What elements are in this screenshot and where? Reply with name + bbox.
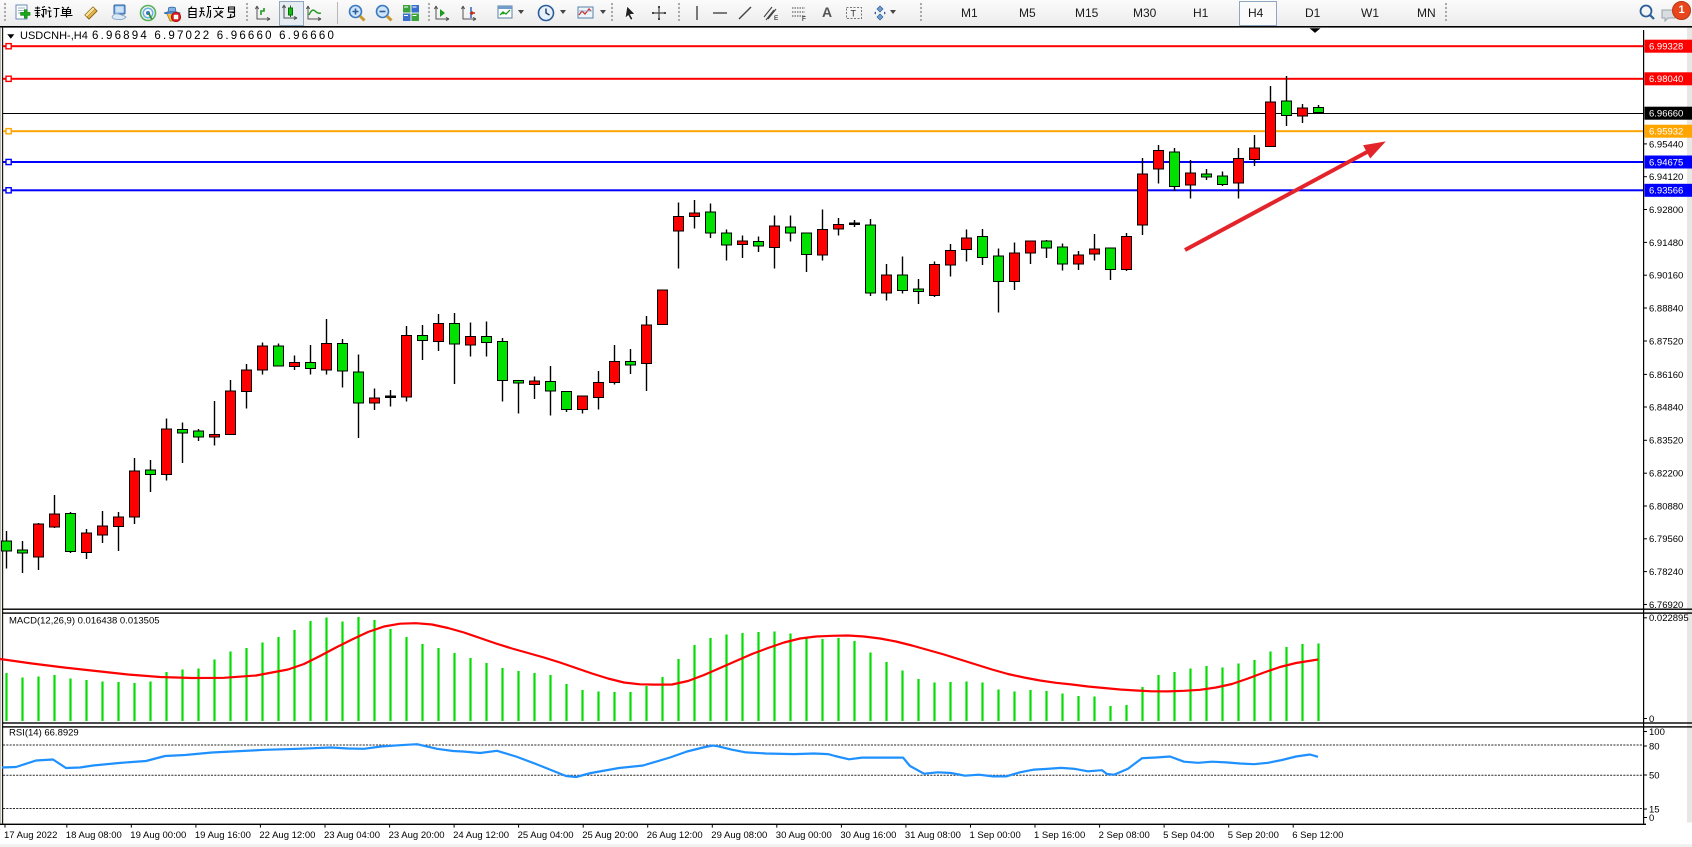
svg-text:6.78240: 6.78240 — [1649, 567, 1683, 578]
svg-text:24 Aug 12:00: 24 Aug 12:00 — [453, 830, 509, 841]
svg-text:6.82200: 6.82200 — [1649, 469, 1683, 480]
svg-text:6.95932: 6.95932 — [1649, 127, 1683, 138]
svg-text:6.96660: 6.96660 — [1649, 109, 1683, 120]
svg-text:T: T — [851, 9, 857, 19]
svg-text:25 Aug 04:00: 25 Aug 04:00 — [518, 830, 574, 841]
svg-text:6.87520: 6.87520 — [1649, 336, 1683, 347]
svg-text:F: F — [802, 16, 806, 22]
svg-text:6.92800: 6.92800 — [1649, 205, 1683, 216]
svg-text:6.93566: 6.93566 — [1649, 186, 1683, 197]
svg-text:2 Sep 08:00: 2 Sep 08:00 — [1099, 830, 1150, 841]
svg-text:15: 15 — [1649, 804, 1660, 815]
svg-text:6.86160: 6.86160 — [1649, 370, 1683, 381]
svg-text:6.88840: 6.88840 — [1649, 303, 1683, 314]
svg-text:30 Aug 16:00: 30 Aug 16:00 — [840, 830, 896, 841]
svg-text:23 Aug 20:00: 23 Aug 20:00 — [389, 830, 445, 841]
svg-text:6.91480: 6.91480 — [1649, 238, 1683, 249]
svg-text:80: 80 — [1649, 741, 1660, 752]
svg-text:1 Sep 16:00: 1 Sep 16:00 — [1034, 830, 1085, 841]
svg-text:6.96894 6.97022 6.96660 6.9666: 6.96894 6.97022 6.96660 6.96660 — [92, 30, 336, 42]
svg-text:6.79560: 6.79560 — [1649, 534, 1683, 545]
svg-text:18 Aug 08:00: 18 Aug 08:00 — [66, 830, 122, 841]
svg-text:30 Aug 00:00: 30 Aug 00:00 — [776, 830, 832, 841]
svg-text:6.83520: 6.83520 — [1649, 436, 1683, 447]
svg-text:E: E — [774, 15, 779, 22]
svg-text:6.76920: 6.76920 — [1649, 600, 1683, 611]
svg-text:0: 0 — [1649, 714, 1654, 725]
svg-text:100: 100 — [1649, 727, 1665, 738]
svg-text:29 Aug 08:00: 29 Aug 08:00 — [711, 830, 767, 841]
svg-text:6.98040: 6.98040 — [1649, 74, 1683, 85]
svg-text:USDCNH-,H4: USDCNH-,H4 — [20, 30, 88, 42]
svg-text:19 Aug 00:00: 19 Aug 00:00 — [130, 830, 186, 841]
svg-text:23 Aug 04:00: 23 Aug 04:00 — [324, 830, 380, 841]
svg-text:6.94675: 6.94675 — [1649, 157, 1683, 168]
svg-text:17 Aug 2022: 17 Aug 2022 — [4, 830, 57, 841]
svg-text:19 Aug 16:00: 19 Aug 16:00 — [195, 830, 251, 841]
svg-text:1 Sep 00:00: 1 Sep 00:00 — [970, 830, 1021, 841]
svg-text:6.99328: 6.99328 — [1649, 42, 1683, 53]
svg-text:6.84840: 6.84840 — [1649, 402, 1683, 413]
svg-text:22 Aug 12:00: 22 Aug 12:00 — [259, 830, 315, 841]
svg-text:25 Aug 20:00: 25 Aug 20:00 — [582, 830, 638, 841]
svg-text:MACD(12,26,9) 0.016438 0.01350: MACD(12,26,9) 0.016438 0.013505 — [9, 616, 160, 627]
svg-text:5 Sep 20:00: 5 Sep 20:00 — [1228, 830, 1279, 841]
svg-text:50: 50 — [1649, 770, 1660, 781]
svg-text:6.95440: 6.95440 — [1649, 139, 1683, 150]
svg-text:6 Sep 12:00: 6 Sep 12:00 — [1292, 830, 1343, 841]
svg-text:5 Sep 04:00: 5 Sep 04:00 — [1163, 830, 1214, 841]
svg-text:6.90160: 6.90160 — [1649, 271, 1683, 282]
svg-text:0: 0 — [1649, 813, 1654, 824]
svg-text:6.94120: 6.94120 — [1649, 172, 1683, 183]
svg-text:0.022895: 0.022895 — [1649, 613, 1689, 624]
svg-text:RSI(14) 66.8929: RSI(14) 66.8929 — [9, 728, 79, 739]
svg-text:26 Aug 12:00: 26 Aug 12:00 — [647, 830, 703, 841]
svg-text:31 Aug 08:00: 31 Aug 08:00 — [905, 830, 961, 841]
svg-text:6.80880: 6.80880 — [1649, 501, 1683, 512]
